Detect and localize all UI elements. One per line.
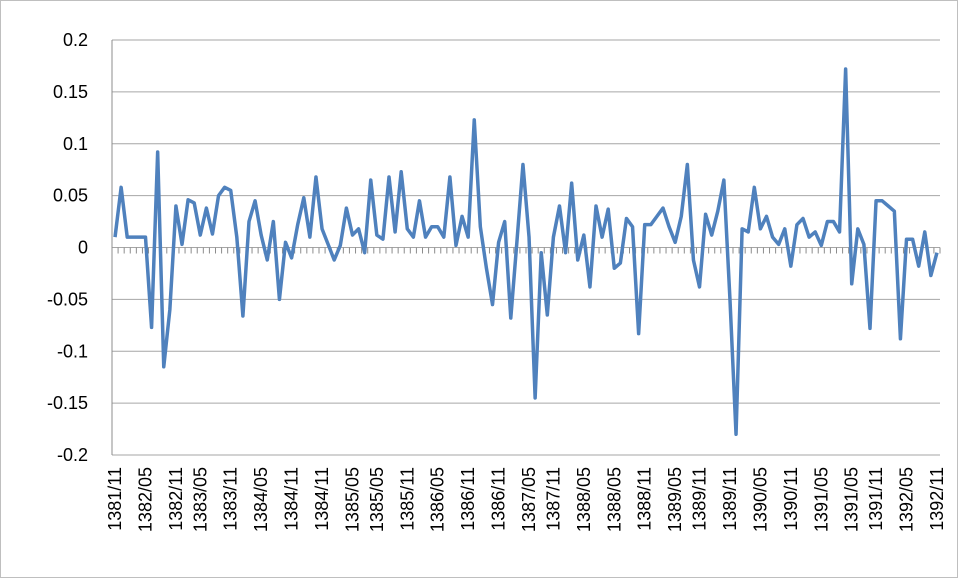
x-tick-label: 1385/05 <box>342 467 362 532</box>
x-tick-label: 1390/11 <box>781 467 801 531</box>
y-tick-label: -0.05 <box>47 289 88 309</box>
x-tick-label: 1384/05 <box>251 467 271 532</box>
x-tick-label: 1387/11 <box>543 467 563 531</box>
x-tick-label: 1390/05 <box>750 467 770 532</box>
x-tick-label: 1383/11 <box>221 467 241 531</box>
x-tick-label: 1386/11 <box>489 467 509 531</box>
x-tick-label: 1388/05 <box>574 467 594 532</box>
y-tick-label: 0.15 <box>53 82 88 102</box>
x-tick-label: 1392/05 <box>897 467 917 532</box>
x-tick-label: 1382/05 <box>135 467 155 532</box>
y-tick-label: -0.2 <box>57 445 88 465</box>
x-tick-label: 1386/11 <box>458 467 478 531</box>
x-tick-label: 1389/11 <box>720 467 740 531</box>
y-tick-label: 0.05 <box>53 186 88 206</box>
y-tick-label: 0 <box>78 238 88 258</box>
x-tick-label: 1385/05 <box>367 467 387 532</box>
x-tick-label: 1391/11 <box>866 467 886 531</box>
x-tick-label: 1384/11 <box>312 467 332 531</box>
y-tick-label: -0.1 <box>57 341 88 361</box>
y-tick-label: 0.1 <box>63 134 88 154</box>
x-tick-label: 1387/05 <box>519 467 539 532</box>
x-tick-label: 1389/11 <box>690 467 710 531</box>
x-tick-label: 1382/11 <box>166 467 186 531</box>
x-tick-label: 1391/05 <box>811 467 831 532</box>
series-line <box>113 67 939 436</box>
x-tick-label: 1383/05 <box>190 467 210 532</box>
x-tick-label: 1391/05 <box>842 467 862 532</box>
x-tick-label: 1381/11 <box>105 467 125 531</box>
x-tick-label: 1388/05 <box>604 467 624 532</box>
x-tick-label: 1384/11 <box>282 467 302 531</box>
x-tick-label: 1386/05 <box>428 467 448 532</box>
x-tick-label: 1389/05 <box>665 467 685 532</box>
y-tick-label: -0.15 <box>47 393 88 413</box>
x-tick-label: 1388/11 <box>635 467 655 531</box>
x-tick-label: 1385/11 <box>397 467 417 531</box>
x-tick-label: 1392/11 <box>927 467 947 531</box>
y-tick-label: 0.2 <box>63 30 88 50</box>
